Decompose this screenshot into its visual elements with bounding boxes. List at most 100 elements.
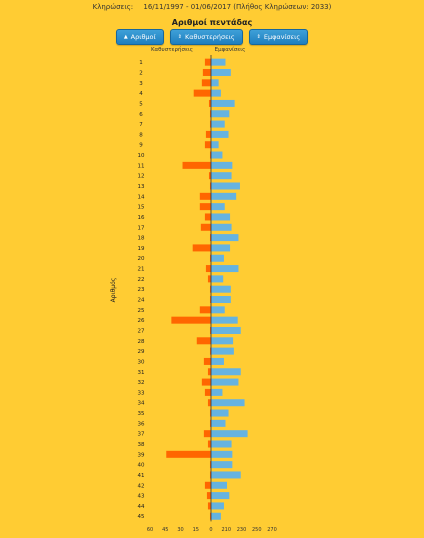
sort-by-appearances-button[interactable]: ⇕ Εμφανίσεις [248,29,309,45]
appearance-bar [211,430,248,438]
sort-by-delay-label: Καθυστερήσεις [184,33,235,41]
delay-bar [171,316,211,324]
appearance-bar [211,368,241,376]
delay-bar [209,254,211,262]
delay-bar [200,223,211,231]
appearance-axis-caption: Εμφανίσεις [215,46,246,53]
delay-bar [202,68,211,76]
appearance-bar [211,471,241,479]
category-label: 12 [138,174,145,180]
appearance-bar [211,203,225,211]
category-label: 19 [138,246,145,252]
appearance-bar [211,399,245,407]
delay-bar [209,296,211,304]
delay-bar [201,79,211,87]
appearance-bar [211,99,235,107]
category-label: 9 [139,143,143,149]
category-label: 39 [138,452,145,458]
category-label: 27 [138,328,145,334]
chart-title: Αριθμοί πεντάδας [171,18,253,27]
delay-bar [166,450,211,458]
x-tick-label: 60 [147,527,153,533]
category-label: 7 [139,122,143,128]
delay-bar [207,275,211,283]
appearance-bar [211,316,238,324]
category-label: 5 [139,101,143,107]
x-tick-label: 0 [209,527,212,533]
sort-by-number-label: Αριθμοί [130,33,156,41]
category-label: 38 [138,442,145,448]
appearance-bar [211,182,240,190]
appearance-bar [211,120,225,128]
appearance-bar [211,285,231,293]
category-label: 18 [138,236,145,242]
delay-bar [196,337,211,345]
delay-bar [199,306,211,314]
appearance-bar [211,481,228,489]
category-label: 34 [138,401,145,407]
category-label: 16 [138,215,145,221]
delay-bar [209,120,211,128]
delay-bar [192,244,211,252]
sort-by-delay-button[interactable]: ⇕ Καθυστερήσεις [169,29,243,45]
delay-bar [203,430,211,438]
appearance-bar [211,223,232,231]
appearance-bar [211,192,237,200]
delay-bar [209,110,211,118]
appearance-bar [211,79,219,87]
category-label: 3 [139,81,143,87]
category-label: 4 [139,91,143,97]
appearance-bar [211,450,233,458]
appearance-bar [211,378,239,386]
delay-bar [209,326,211,334]
appearance-bar [211,244,231,252]
delay-bar [209,461,211,469]
x-tick-label: 45 [162,527,168,533]
delay-bar [209,347,211,355]
category-label: 40 [138,463,145,469]
category-label: 21 [138,267,145,273]
appearance-bar [211,502,224,510]
delay-bar [204,58,211,66]
category-label: 42 [138,483,145,489]
draws-count: (Πλήθος Κληρώσεων: 2033) [233,3,332,11]
category-label: 29 [138,349,145,355]
delay-bar [203,357,211,365]
category-label: 41 [138,473,145,479]
x-tick-label: 30 [177,527,183,533]
sort-by-number-button[interactable]: ▲ Αριθμοί [115,29,164,45]
appearance-bar [211,357,224,365]
sort-up-icon: ▲ [123,34,128,40]
category-label: 32 [138,380,145,386]
appearance-bar [211,296,231,304]
delay-bar [182,161,211,169]
delay-bar [209,285,211,293]
category-label: 15 [138,205,145,211]
category-label: 20 [138,256,145,262]
appearance-bar [211,130,229,138]
delay-axis-caption: Καθυστερήσεις [151,46,193,53]
delay-bar [207,368,211,376]
sort-icon: ⇕ [256,34,261,40]
category-label: 8 [139,132,143,138]
appearance-bar [211,110,230,118]
delay-bar [208,99,211,107]
category-label: 28 [138,339,145,345]
appearance-bar [211,347,234,355]
appearance-bar [211,234,239,242]
appearance-bar [211,89,221,97]
delay-bar [206,492,211,500]
appearance-bar [211,337,234,345]
delay-bar [209,419,211,427]
delay-bar [193,89,211,97]
appearance-bar [211,213,231,221]
category-label: 1 [139,60,143,66]
appearance-bar [211,409,229,417]
appearance-bar [211,419,226,427]
x-tick-label: 270 [267,527,277,533]
category-label: 11 [138,163,145,169]
delay-bar [204,481,211,489]
delay-bar [207,502,211,510]
category-label: 35 [138,411,145,417]
sort-by-appearances-label: Εμφανίσεις [263,33,301,41]
